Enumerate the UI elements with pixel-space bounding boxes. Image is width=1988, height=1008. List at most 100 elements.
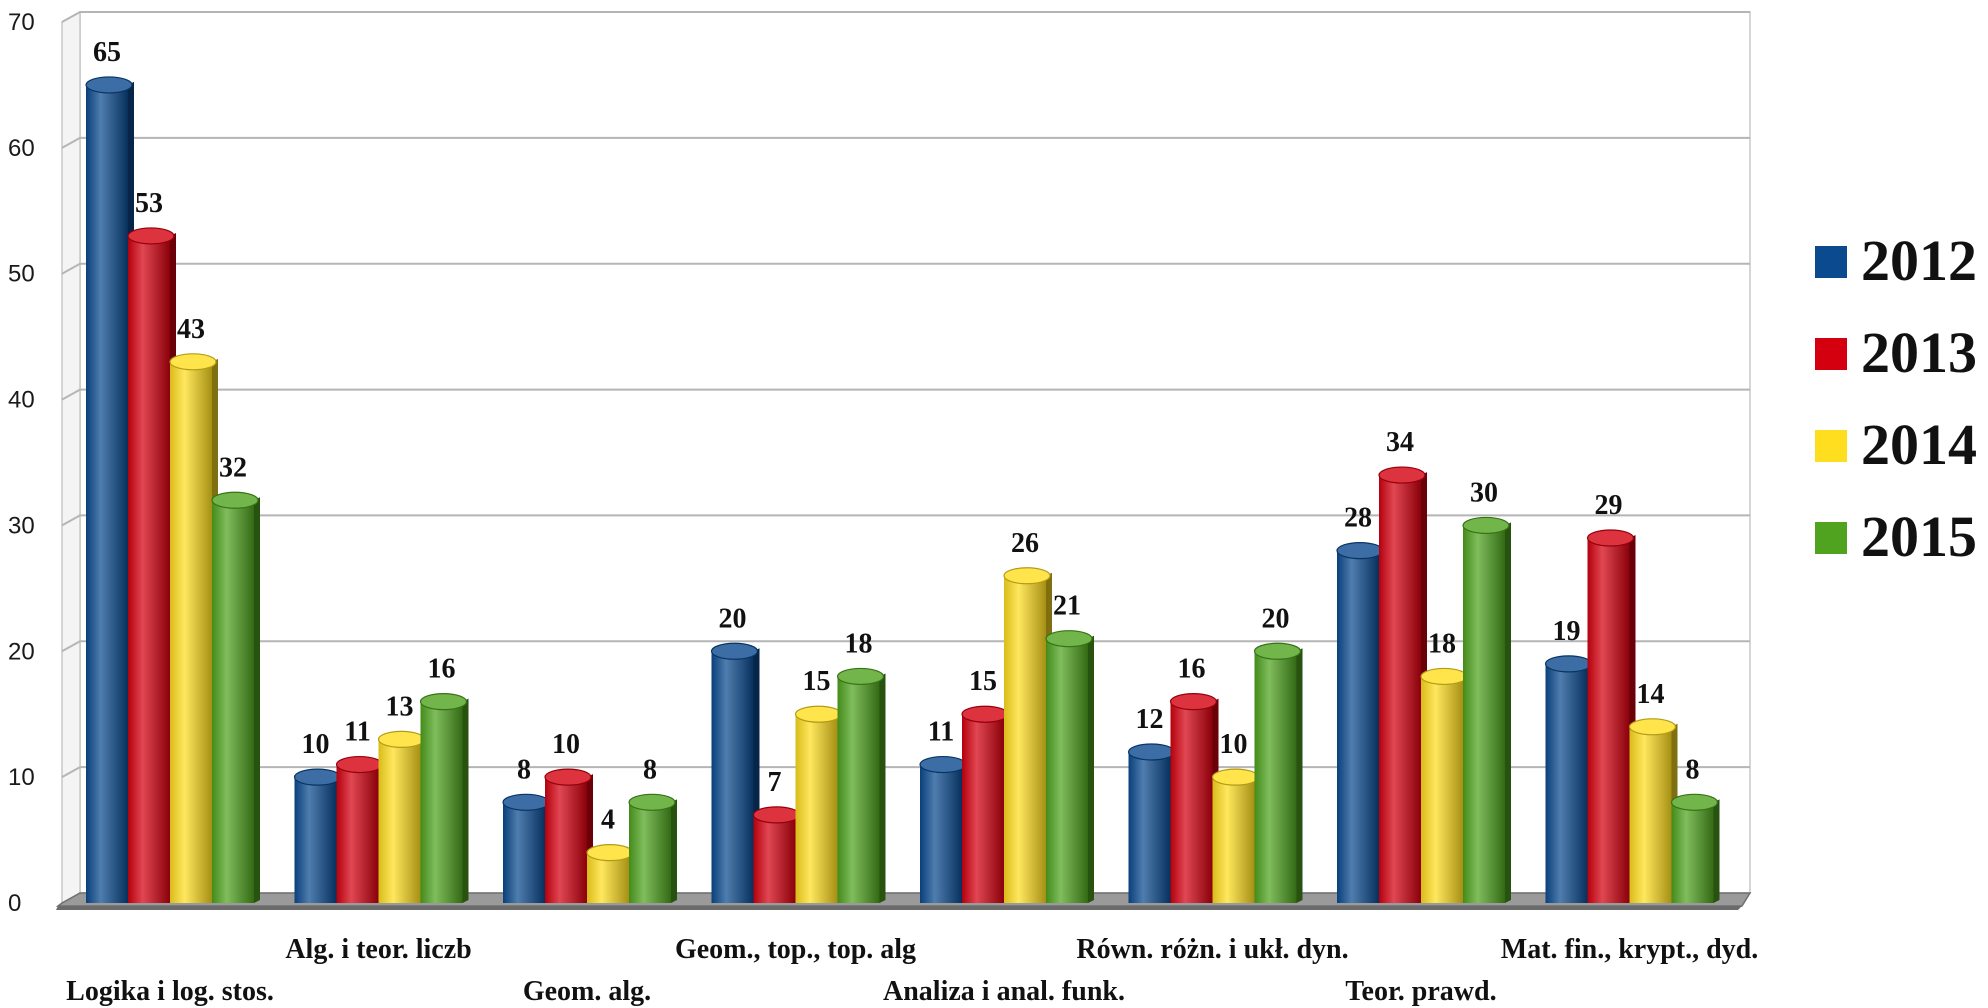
bar [1628, 718, 1678, 903]
legend-label: 2015 [1861, 504, 1977, 569]
plot-floor-edge [56, 906, 1742, 910]
bar-front [420, 701, 463, 903]
bar-front [1421, 676, 1463, 903]
data-label: 53 [135, 188, 163, 219]
bar [1003, 567, 1052, 903]
bar [85, 76, 134, 903]
bar-cap [1420, 667, 1468, 686]
bar-front [1545, 663, 1588, 903]
y-tick-label: 20 [8, 638, 35, 665]
bar-front [837, 676, 880, 903]
data-label: 11 [928, 717, 954, 748]
data-label: 20 [1262, 603, 1290, 634]
bar [1378, 466, 1427, 903]
bar-cap [1003, 567, 1051, 585]
bar-front [503, 802, 545, 903]
y-tick-label: 60 [8, 135, 35, 162]
bar-front [1046, 638, 1088, 903]
gridline [61, 136, 1750, 149]
data-label: 32 [219, 452, 247, 483]
data-label: 18 [845, 628, 873, 659]
bar-front [545, 777, 587, 903]
gridline [61, 514, 1750, 527]
bar-cap [1253, 642, 1302, 660]
bar [961, 705, 1010, 903]
bar-front [1671, 802, 1714, 903]
y-tick-label: 10 [8, 764, 35, 791]
bar-front [212, 500, 254, 903]
data-label: 29 [1595, 490, 1623, 521]
bar-front [753, 814, 796, 903]
legend-swatch [1815, 338, 1847, 370]
x-tick-label: Analiza i anal. funk. [883, 976, 1125, 1007]
bar [752, 806, 802, 903]
data-label: 10 [1220, 729, 1248, 760]
bar-front [128, 235, 170, 903]
bar-front [1128, 751, 1171, 903]
data-label: 11 [344, 717, 370, 748]
data-label: 34 [1386, 427, 1414, 458]
bar-cap [1378, 466, 1426, 484]
y-tick-label: 40 [8, 387, 35, 414]
bar-front [629, 802, 671, 903]
bar-front [378, 739, 421, 903]
data-label: 15 [803, 666, 831, 697]
legend-item: 2012 [1815, 228, 1977, 293]
bar-cap [1628, 718, 1677, 736]
bar [919, 755, 968, 903]
bar-side [1713, 799, 1720, 903]
legend-swatch [1815, 246, 1847, 278]
bar-cap [85, 76, 133, 94]
data-label: 10 [552, 729, 580, 760]
bar [628, 793, 677, 903]
bar-cap [1670, 793, 1719, 811]
bar [419, 693, 469, 903]
bar-cap [211, 491, 259, 509]
data-label: 14 [1637, 679, 1665, 710]
bar-cap [377, 730, 426, 748]
data-label: 19 [1553, 616, 1581, 647]
data-label: 13 [386, 691, 414, 722]
legend-swatch [1815, 522, 1847, 554]
bar [1336, 541, 1385, 903]
bar-cap [919, 755, 967, 774]
bar-front [1212, 777, 1255, 903]
bar-cap [710, 642, 759, 660]
bar-cap [1544, 655, 1593, 673]
bar [710, 642, 760, 903]
bar [544, 768, 593, 903]
bar-front [336, 764, 379, 903]
bar-cap [628, 793, 676, 811]
bar-front [1379, 475, 1421, 903]
data-label: 30 [1470, 477, 1498, 508]
bar [335, 755, 385, 903]
bar [1045, 630, 1094, 903]
data-label: 26 [1011, 528, 1039, 559]
bar [169, 353, 218, 903]
bar-front [1629, 726, 1672, 903]
legend-item: 2014 [1815, 412, 1977, 477]
bar-front [1004, 575, 1046, 903]
data-label: 21 [1053, 591, 1081, 622]
data-label: 7 [768, 767, 782, 798]
bar-front [795, 714, 838, 903]
bar-cap [1045, 630, 1093, 648]
bar [1586, 529, 1636, 903]
bar-side [254, 497, 260, 903]
bar [1420, 667, 1469, 903]
y-tick-label: 50 [8, 261, 35, 288]
bar [794, 705, 844, 903]
data-label: 4 [601, 805, 615, 836]
bar-cap [544, 768, 592, 786]
data-label: 16 [428, 654, 456, 685]
data-label: 8 [1686, 754, 1700, 785]
plot-floor [55, 892, 1752, 907]
bar-side [462, 698, 469, 903]
bar-cap [752, 806, 801, 824]
legend-swatch [1815, 430, 1847, 462]
data-label: 43 [177, 314, 205, 345]
data-label: 12 [1136, 704, 1164, 735]
bar-front [1254, 651, 1297, 903]
